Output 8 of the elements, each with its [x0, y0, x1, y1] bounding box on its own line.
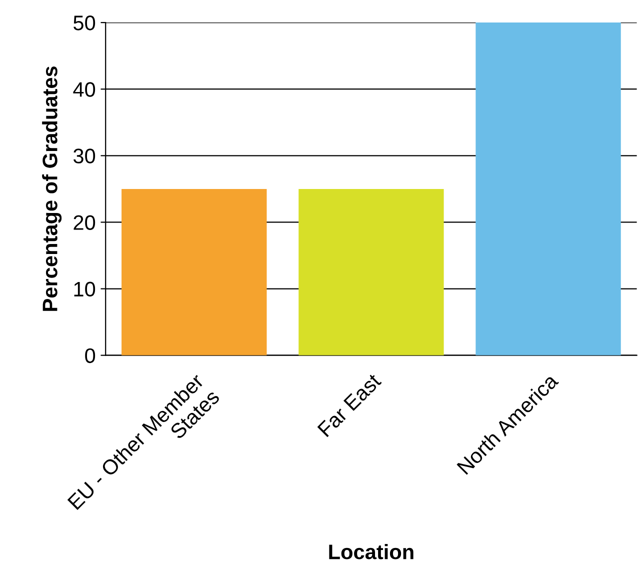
y-axis-title: Percentage of Graduates	[42, 66, 62, 311]
y-tick-label: 50	[74, 16, 96, 30]
y-tick-label: 10	[74, 282, 96, 297]
x-axis-title: Location	[329, 544, 414, 560]
y-tick-label: 40	[73, 82, 96, 97]
y-tick-label: 30	[74, 148, 96, 164]
y-tick-label: 0	[85, 348, 96, 364]
y-tick-label: 20	[74, 215, 96, 230]
